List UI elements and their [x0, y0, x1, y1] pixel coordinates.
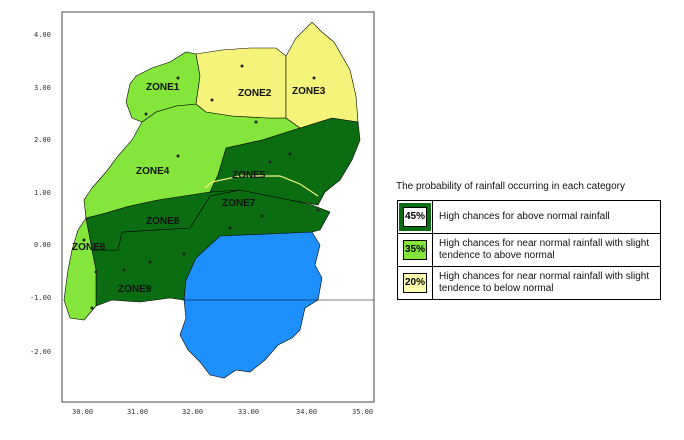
y-tick: -1.00	[30, 294, 51, 302]
x-tick: 34.00	[296, 408, 317, 416]
x-tick: 33.00	[238, 408, 259, 416]
zone-label-5: ZONE5	[232, 170, 266, 181]
legend-swatch-cell: 45%	[397, 200, 433, 234]
region-unclassified	[179, 231, 323, 379]
legend-text-above-normal: High chances for above normal rainfall	[432, 200, 661, 234]
region-zone3	[285, 21, 359, 129]
legend-text-near-below: High chances for near normal rainfall wi…	[432, 266, 661, 300]
zone-label-9: ZONE9	[118, 284, 152, 295]
map-panel: ZONE1 ZONE2 ZONE3 ZONE4 ZONE5 ZONE6 ZONE…	[30, 11, 375, 416]
uganda-map: ZONE1 ZONE2 ZONE3 ZONE4 ZONE5 ZONE6 ZONE…	[30, 11, 375, 416]
legend-title: The probability of rainfall occurring in…	[396, 181, 626, 192]
towns	[82, 64, 320, 310]
x-tick: 35.00	[352, 408, 373, 416]
legend-swatch-cell: 35%	[397, 233, 433, 267]
legend-swatch-above-normal: 45%	[403, 207, 427, 227]
y-tick: 1.00	[34, 189, 51, 197]
zone-label-3: ZONE3	[292, 86, 326, 97]
legend-table: 45% High chances for above normal rainfa…	[397, 200, 661, 300]
y-tick: 4.00	[34, 31, 51, 39]
region-zone1	[125, 51, 201, 123]
y-tick: 0.00	[34, 241, 51, 249]
x-tick: 31.00	[127, 408, 148, 416]
y-tick: 3.00	[34, 84, 51, 92]
legend-text-near-above: High chances for near normal rainfall wi…	[432, 233, 661, 267]
y-tick: 2.00	[34, 136, 51, 144]
zone-label-4: ZONE4	[136, 166, 170, 177]
legend-row: 20% High chances for near normal rainfal…	[397, 266, 661, 300]
y-tick: -2.00	[30, 348, 51, 356]
zone-label-2: ZONE2	[238, 88, 272, 99]
zone-label-1: ZONE1	[146, 82, 180, 93]
region-zone2	[195, 47, 287, 119]
zone5-boundary	[204, 175, 319, 197]
region-zone6	[63, 217, 97, 321]
legend-row: 35% High chances for near normal rainfal…	[397, 233, 661, 267]
legend-swatch-near-above: 35%	[403, 240, 427, 260]
zone-label-6: ZONE6	[72, 242, 106, 253]
legend-row: 45% High chances for above normal rainfa…	[397, 200, 661, 234]
x-tick: 30.00	[72, 408, 93, 416]
legend-swatch-near-below: 20%	[403, 273, 427, 293]
y-axis: 4.00 3.00 2.00 1.00 0.00 -1.00 -2.00	[30, 31, 51, 356]
x-tick: 32.00	[182, 408, 203, 416]
zone-label-8: ZONE8	[146, 216, 180, 227]
legend-swatch-cell: 20%	[397, 266, 433, 300]
zone-label-7: ZONE7	[222, 198, 256, 209]
x-axis: 30.00 31.00 32.00 33.00 34.00 35.00	[72, 408, 373, 416]
